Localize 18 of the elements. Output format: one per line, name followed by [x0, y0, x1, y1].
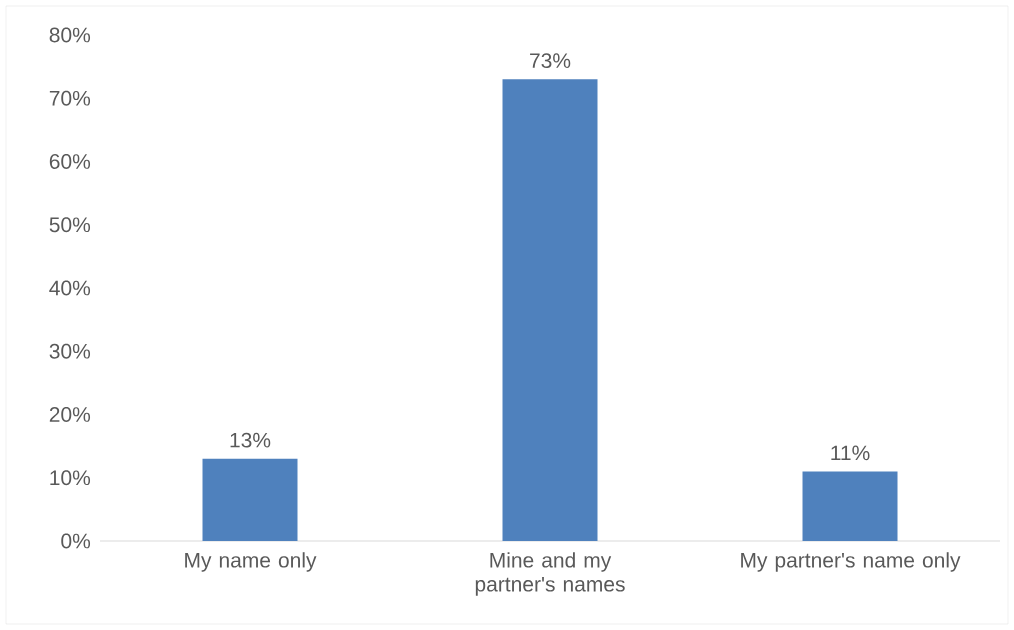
data-label: 73%: [530, 53, 571, 69]
y-tick-label: 40%: [49, 280, 91, 296]
x-tick-label: My partner's name only: [741, 552, 961, 572]
y-tick-label: 20%: [49, 407, 91, 422]
data-label: 11%: [831, 445, 870, 461]
y-tick-label: 70%: [49, 90, 91, 106]
data-label: 13%: [230, 432, 271, 448]
x-tick-label: My name only: [185, 552, 317, 572]
y-tick-label: 80%: [49, 27, 91, 43]
x-tick-label: Mine and my partner's names: [475, 552, 625, 596]
bar: [802, 471, 898, 541]
y-tick-label: 60%: [49, 154, 91, 169]
y-tick-label: 50%: [49, 217, 91, 233]
bar: [202, 458, 298, 541]
y-tick-label: 10%: [50, 470, 91, 486]
bar: [502, 79, 598, 541]
y-tick-label: 0%: [61, 533, 91, 549]
y-tick-label: 30%: [49, 343, 91, 359]
